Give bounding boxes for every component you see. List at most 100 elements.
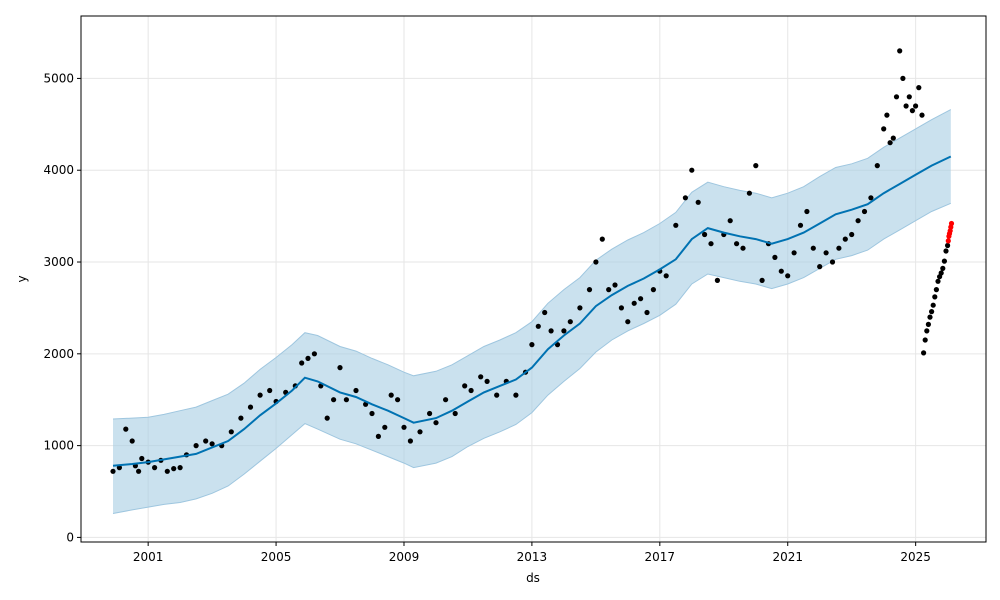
- observed-point: [427, 410, 433, 417]
- observed-point: [817, 264, 823, 270]
- observed-point: [593, 259, 599, 265]
- recent-point: [948, 220, 955, 227]
- observed-point: [123, 426, 129, 432]
- observed-point: [772, 254, 778, 260]
- observed-point: [900, 75, 906, 81]
- observed-point: [382, 424, 388, 430]
- observed-point: [171, 466, 177, 472]
- observed-point: [139, 455, 145, 462]
- observed-point: [842, 236, 848, 242]
- observed-point: [638, 296, 644, 302]
- interval-upper-edge: [112, 109, 952, 420]
- observed-point: [567, 319, 573, 325]
- observed-point: [903, 103, 909, 109]
- observed-point: [110, 468, 116, 474]
- y-tick-label: 2000: [43, 347, 74, 361]
- observed-point: [906, 94, 912, 100]
- y-tick-label: 5000: [43, 71, 74, 85]
- observed-point: [810, 245, 816, 251]
- observed-point: [797, 222, 804, 228]
- observed-point: [927, 314, 933, 320]
- y-tick-label: 4000: [43, 163, 74, 177]
- observed-point: [823, 250, 829, 256]
- observed-point: [868, 195, 874, 201]
- observed-point: [874, 163, 880, 169]
- observed-point: [625, 319, 631, 325]
- x-tick-label: 2009: [389, 550, 420, 564]
- forecast-line: [112, 155, 952, 467]
- observed-point: [861, 208, 868, 215]
- observed-point: [940, 265, 946, 271]
- observed-point: [395, 397, 401, 403]
- observed-point: [513, 392, 519, 398]
- interval-band: [113, 109, 951, 514]
- observed-point: [561, 328, 567, 334]
- observed-point: [407, 438, 413, 444]
- observed-point: [228, 429, 234, 435]
- x-tick-label: 2017: [645, 550, 676, 564]
- x-tick-label: 2025: [900, 550, 931, 564]
- y-tick-label: 1000: [43, 439, 74, 453]
- observed-point: [941, 258, 948, 264]
- observed-point: [644, 309, 650, 316]
- observed-point: [753, 163, 759, 169]
- forecast-interval: [112, 109, 952, 514]
- observed-point: [714, 277, 721, 283]
- observed-point: [612, 282, 618, 288]
- observed-point: [929, 309, 935, 315]
- observed-point: [468, 387, 474, 394]
- observed-point: [884, 112, 890, 118]
- observed-point: [919, 112, 925, 118]
- observed-point: [247, 404, 254, 410]
- observed-point: [203, 438, 209, 444]
- observed-point: [535, 323, 541, 329]
- observed-point: [529, 342, 535, 348]
- observed-point: [494, 392, 500, 398]
- observed-point: [913, 103, 919, 109]
- observed-point: [727, 218, 733, 224]
- observed-point: [682, 195, 689, 201]
- observed-point: [599, 236, 605, 242]
- x-axis-label: ds: [526, 571, 540, 585]
- observed-point: [933, 287, 940, 293]
- observed-point: [267, 387, 273, 394]
- observed-point: [164, 468, 170, 474]
- observed-point: [401, 424, 407, 430]
- observed-point: [708, 241, 714, 247]
- observed-point: [311, 351, 317, 357]
- observed-point: [353, 387, 359, 394]
- observed-point: [791, 250, 797, 256]
- observed-point: [930, 302, 936, 308]
- observed-point: [305, 355, 311, 361]
- observed-point: [695, 199, 701, 205]
- observed-point: [209, 441, 215, 447]
- observed-point: [855, 218, 861, 224]
- observed-point: [324, 415, 330, 421]
- observed-point: [193, 443, 199, 449]
- observed-point: [177, 465, 183, 471]
- observed-point: [734, 241, 740, 247]
- observed-point: [925, 321, 932, 327]
- observed-point: [606, 287, 612, 293]
- x-axis: 2001 2005 2009 2013 2017 2021 2025: [133, 542, 931, 564]
- observed-point: [909, 108, 916, 114]
- observed-point: [887, 140, 893, 146]
- observed-point: [702, 231, 708, 238]
- observed-point: [893, 94, 900, 100]
- y-axis: 0 1000 2000 3000 4000 5000: [43, 71, 81, 544]
- observed-point: [136, 468, 142, 474]
- observed-point: [238, 415, 244, 421]
- observed-point: [478, 374, 484, 380]
- observed-point: [577, 305, 583, 311]
- observed-point: [586, 287, 593, 293]
- observed-point: [932, 294, 938, 300]
- x-tick-label: 2001: [133, 550, 164, 564]
- observed-point: [689, 167, 695, 173]
- observed-point: [257, 392, 263, 398]
- observed-point: [452, 410, 458, 417]
- observed-point: [375, 433, 381, 439]
- observed-point: [369, 410, 375, 417]
- observed-point: [836, 245, 842, 251]
